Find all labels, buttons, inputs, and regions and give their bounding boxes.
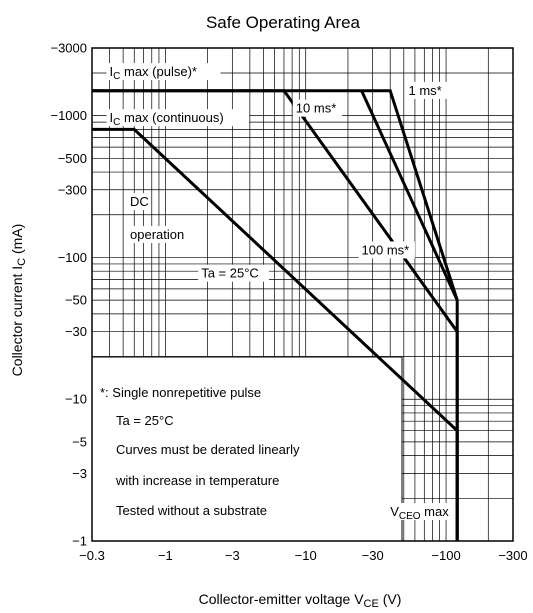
y-tick-label: −100 — [58, 250, 87, 265]
y-tick-label: −1000 — [50, 108, 87, 123]
notes-box: *: Single nonrepetitive pulse Ta = 25°C Cu… — [91, 356, 403, 542]
annotation-background — [127, 225, 198, 243]
note-line: Ta = 25°C — [116, 413, 174, 428]
annotation-background — [106, 109, 250, 127]
annotation-label: Ta = 25°C — [201, 266, 259, 281]
x-tick-label: −100 — [431, 548, 460, 563]
axis-labels: Collector-emitter voltage VCE (V) Collect… — [9, 224, 401, 610]
x-axis-label: Collector-emitter voltage VCE (V) — [199, 591, 402, 610]
series-line — [360, 90, 459, 301]
y-tick-label: −1 — [72, 534, 87, 549]
note-line: Curves must be derated linearly — [116, 442, 300, 457]
annotation-background — [387, 503, 451, 521]
x-tick-label: −300 — [498, 548, 527, 563]
annotation-background — [198, 264, 270, 282]
axis-ticks: −0.3 −1 −3 −10 −30 −100 −300−1−3−5−10−30−50−10… — [50, 41, 527, 564]
note-line: with increase in temperature — [115, 473, 279, 488]
annotations: IC max (pulse)* IC max (continuous) 10 ms*… — [106, 63, 451, 522]
y-tick-label: −30 — [65, 324, 87, 339]
x-tick-label: −3 — [225, 548, 240, 563]
annotation-background — [127, 193, 148, 211]
x-tick-label: −0.3 — [79, 548, 105, 563]
annotation-label: 10 ms* — [296, 101, 336, 116]
annotation-label: VCEO max — [390, 504, 449, 522]
y-tick-label: −10 — [65, 392, 87, 407]
annotation-background — [358, 241, 415, 259]
annotation-label: DC — [130, 194, 149, 209]
series-group — [92, 89, 459, 541]
x-tick-label: −1 — [158, 548, 173, 563]
y-tick-label: −3000 — [50, 41, 87, 56]
annotation-background — [106, 63, 221, 81]
annotation-label: 100 ms* — [362, 242, 410, 257]
annotation-label: IC max (continuous) — [110, 110, 224, 128]
annotation-label: IC max (pulse)* — [110, 64, 197, 82]
annotation-label: operation — [130, 227, 184, 242]
y-axis-label: Collector current IC (mA) — [9, 224, 28, 377]
y-tick-label: −500 — [58, 151, 87, 166]
notes-box-background — [91, 356, 403, 542]
series-line — [92, 127, 459, 541]
annotation-background — [405, 81, 448, 99]
y-tick-label: −300 — [58, 182, 87, 197]
annotation-label: 1 ms* — [408, 83, 441, 98]
note-line: Tested without a substrate — [116, 503, 267, 518]
chart-title: Safe Operating Area — [206, 13, 361, 32]
y-tick-label: −50 — [65, 293, 87, 308]
note-line: *: Single nonrepetitive pulse — [100, 385, 261, 400]
y-tick-label: −3 — [72, 466, 87, 481]
x-tick-label: −30 — [362, 548, 384, 563]
x-tick-label: −10 — [295, 548, 317, 563]
annotation-background — [292, 99, 343, 117]
plot-frame — [91, 47, 514, 542]
y-tick-label: −5 — [72, 434, 87, 449]
